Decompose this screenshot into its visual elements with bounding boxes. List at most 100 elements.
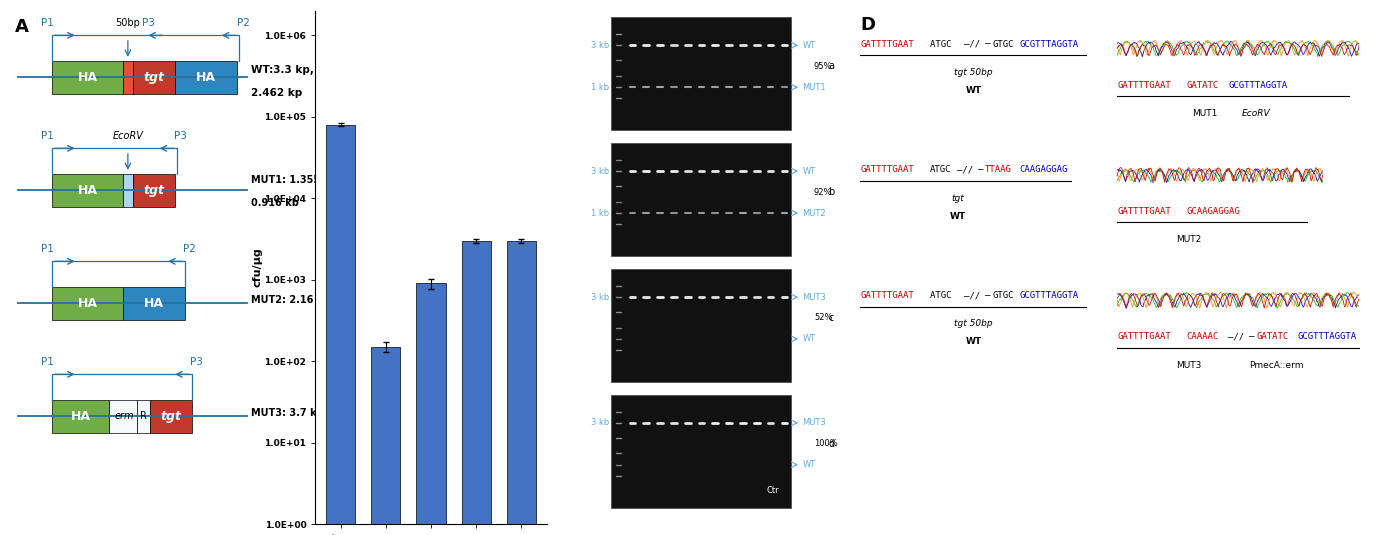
Text: GATTTTGAAT: GATTTTGAAT — [860, 40, 914, 49]
Text: ATGC: ATGC — [930, 291, 956, 300]
Text: WT: WT — [802, 167, 816, 175]
Text: GCAAGAGGAG: GCAAGAGGAG — [1186, 207, 1240, 216]
Text: ATGC: ATGC — [930, 40, 956, 49]
Bar — [132, 61, 175, 94]
Text: WT: WT — [802, 334, 816, 343]
Text: WT: WT — [802, 460, 816, 469]
Text: 52%: 52% — [815, 314, 832, 323]
Bar — [52, 400, 109, 433]
Text: b: b — [828, 187, 834, 197]
Text: —: — — [985, 291, 991, 300]
Text: tgt: tgt — [143, 184, 164, 197]
Text: 3 kb: 3 kb — [592, 418, 610, 427]
Text: MUT2: MUT2 — [1176, 235, 1201, 244]
Text: 1 kb: 1 kb — [592, 209, 610, 218]
Bar — [461, 241, 491, 535]
Text: GCGTTTAGGTA: GCGTTTAGGTA — [1020, 40, 1079, 49]
Bar — [52, 61, 122, 94]
Bar — [611, 17, 791, 130]
Text: a: a — [828, 62, 834, 71]
Text: 2.462 kp: 2.462 kp — [252, 88, 303, 98]
Text: tgt: tgt — [143, 71, 164, 84]
Text: —: — — [978, 165, 984, 174]
Text: d: d — [828, 439, 834, 449]
Bar — [175, 61, 237, 94]
Bar — [611, 395, 791, 508]
Text: GTGC: GTGC — [992, 40, 1014, 49]
Text: tgt: tgt — [161, 410, 182, 423]
Text: HA: HA — [77, 184, 98, 197]
Text: ATGC: ATGC — [930, 165, 951, 174]
Text: D: D — [860, 16, 875, 34]
Text: MUT2: 2.16 kb: MUT2: 2.16 kb — [252, 295, 332, 305]
Text: GATTTTGAAT: GATTTTGAAT — [1117, 207, 1171, 216]
Text: tgt 50bp: tgt 50bp — [954, 68, 992, 77]
Text: MUT3: 3.7 kb: MUT3: 3.7 kb — [252, 408, 325, 418]
Text: —//: —// — [965, 40, 981, 49]
Text: —//: —// — [965, 291, 981, 300]
Text: GCGTTTAGGTA: GCGTTTAGGTA — [1298, 332, 1357, 341]
Text: HA: HA — [70, 410, 91, 423]
Text: 3 kb: 3 kb — [592, 167, 610, 175]
Text: —: — — [985, 40, 991, 49]
Text: erm: erm — [114, 411, 133, 422]
Text: HA: HA — [77, 71, 98, 84]
Text: Ctr: Ctr — [766, 486, 779, 495]
Text: P2: P2 — [237, 18, 249, 28]
Text: GATTTTGAAT: GATTTTGAAT — [1117, 332, 1171, 341]
Bar — [52, 287, 122, 320]
Bar — [52, 174, 122, 207]
Text: R: R — [140, 411, 147, 422]
Bar — [122, 61, 132, 94]
Text: WT: WT — [949, 212, 966, 220]
Text: 95%: 95% — [815, 62, 832, 71]
Text: MUT2: MUT2 — [802, 209, 826, 218]
Y-axis label: cfu/μg: cfu/μg — [253, 248, 263, 287]
Text: —//: —// — [1229, 332, 1244, 341]
Text: MUT3: MUT3 — [802, 418, 826, 427]
Text: P1: P1 — [41, 244, 54, 254]
Text: WT: WT — [802, 41, 816, 50]
Text: tgt: tgt — [951, 194, 965, 203]
Text: MUT1: MUT1 — [802, 83, 826, 91]
Text: 3 kb: 3 kb — [592, 293, 610, 302]
Text: GATATC: GATATC — [1256, 332, 1288, 341]
Text: CAAAAC: CAAAAC — [1186, 332, 1219, 341]
Bar — [506, 241, 537, 535]
Bar — [132, 174, 175, 207]
Text: —//: —// — [958, 165, 973, 174]
Text: MUT1: MUT1 — [1192, 109, 1218, 118]
Text: MUT3: MUT3 — [802, 293, 826, 302]
Text: 50bp: 50bp — [116, 18, 140, 28]
Text: GATATC: GATATC — [1186, 81, 1219, 90]
Bar — [326, 125, 355, 535]
Text: CAAGAGGAG: CAAGAGGAG — [1020, 165, 1068, 174]
Text: MUT1: 1.355 kb,: MUT1: 1.355 kb, — [252, 175, 341, 185]
Text: WT: WT — [965, 86, 981, 95]
Bar — [122, 174, 132, 207]
Text: HA: HA — [77, 297, 98, 310]
Bar — [122, 287, 184, 320]
Text: 100%: 100% — [815, 439, 838, 448]
Text: 3 kb: 3 kb — [592, 41, 610, 50]
Bar — [611, 143, 791, 256]
Text: P2: P2 — [183, 244, 195, 254]
Text: 0.916 kb: 0.916 kb — [252, 198, 300, 208]
Text: c: c — [828, 313, 834, 323]
Text: —: — — [1249, 332, 1255, 341]
Text: GATTTTGAAT: GATTTTGAAT — [1117, 81, 1171, 90]
Text: EcoRV: EcoRV — [1241, 109, 1270, 118]
Text: GTGC: GTGC — [992, 291, 1014, 300]
Text: P1: P1 — [41, 18, 54, 28]
Text: 92%: 92% — [815, 188, 832, 196]
Text: P3: P3 — [142, 18, 154, 28]
Text: tgt 50bp: tgt 50bp — [954, 319, 992, 328]
Text: GCGTTTAGGTA: GCGTTTAGGTA — [1020, 291, 1079, 300]
Bar — [372, 347, 400, 535]
Text: HA: HA — [197, 71, 216, 84]
Text: EcoRV: EcoRV — [113, 131, 143, 141]
Text: 1 kb: 1 kb — [592, 83, 610, 91]
Text: HA: HA — [144, 297, 164, 310]
Text: MUT3: MUT3 — [1176, 361, 1201, 370]
Bar — [150, 400, 193, 433]
